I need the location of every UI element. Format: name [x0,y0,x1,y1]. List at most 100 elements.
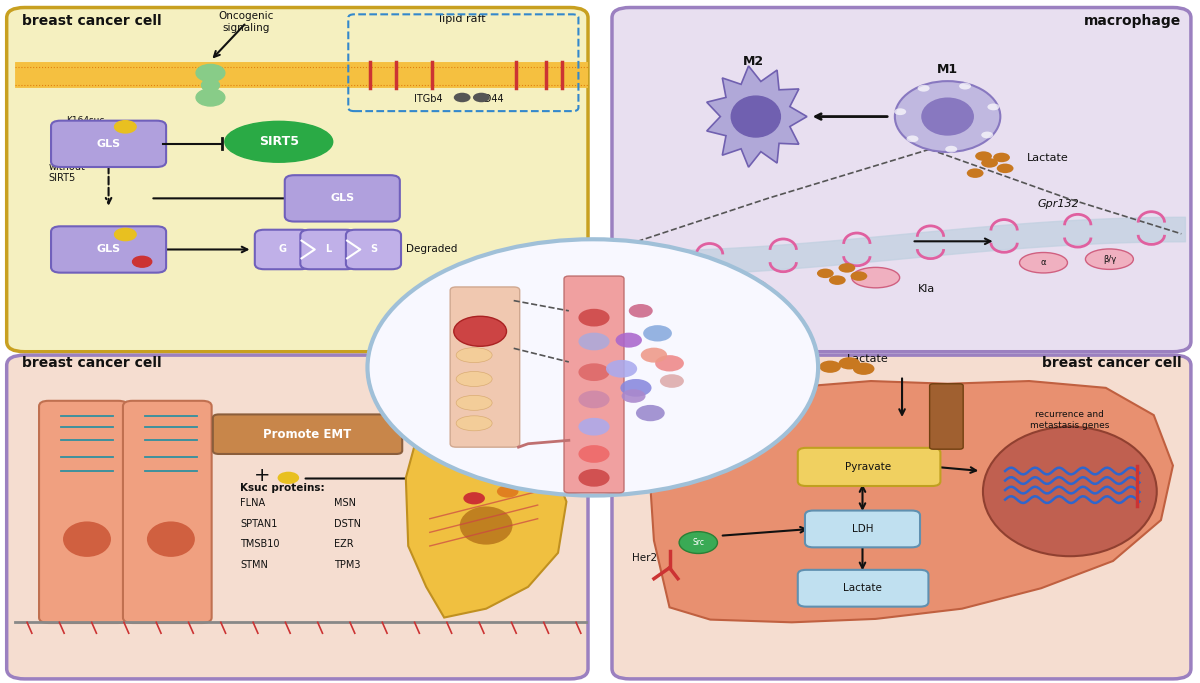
Text: FLNA: FLNA [240,499,265,508]
Text: breast cancer cell: breast cancer cell [1042,357,1181,370]
Circle shape [988,104,1000,111]
Text: macrophage: macrophage [1084,14,1181,27]
Text: S: S [370,245,377,255]
Text: CD44: CD44 [478,94,504,104]
Ellipse shape [1020,253,1068,273]
Text: Kla: Kla [918,284,935,294]
Circle shape [620,379,652,397]
Text: breast cancer cell: breast cancer cell [23,14,162,27]
FancyBboxPatch shape [346,229,401,269]
Ellipse shape [720,278,768,298]
Ellipse shape [456,348,492,363]
Circle shape [839,263,856,273]
FancyBboxPatch shape [16,62,588,88]
Circle shape [679,531,718,553]
Circle shape [946,145,958,152]
Circle shape [578,363,610,381]
Circle shape [967,169,984,178]
Ellipse shape [895,81,1001,152]
Text: TPM3: TPM3 [334,560,360,570]
FancyBboxPatch shape [930,384,964,449]
FancyBboxPatch shape [805,510,920,547]
Circle shape [502,451,523,464]
FancyBboxPatch shape [52,226,166,273]
Circle shape [578,333,610,350]
FancyBboxPatch shape [612,8,1190,352]
FancyBboxPatch shape [798,448,941,486]
Text: without
SIRT5: without SIRT5 [49,162,85,183]
Text: α: α [1040,258,1046,267]
Text: GLS: GLS [330,193,354,204]
Text: SIRT5: SIRT5 [259,135,299,148]
FancyBboxPatch shape [798,570,929,607]
Circle shape [660,374,684,388]
Ellipse shape [662,281,710,301]
Circle shape [829,275,846,285]
Circle shape [851,271,868,281]
Text: TMSB10: TMSB10 [240,540,280,549]
Circle shape [277,472,299,484]
Circle shape [894,109,906,115]
Ellipse shape [64,521,110,557]
Ellipse shape [852,267,900,288]
Circle shape [463,492,485,505]
Circle shape [622,389,646,403]
FancyBboxPatch shape [40,401,127,623]
Circle shape [643,325,672,342]
Circle shape [497,486,518,498]
Text: K164: K164 [314,178,337,186]
Text: recurrence and
metastasis genes: recurrence and metastasis genes [1030,410,1110,430]
Text: GLS: GLS [96,139,121,149]
Text: Her2: Her2 [632,553,658,563]
Circle shape [114,121,136,133]
Circle shape [578,445,610,463]
Circle shape [114,228,136,240]
Text: Lactate: Lactate [847,354,889,364]
Circle shape [578,309,610,326]
Text: Pyravate: Pyravate [846,462,892,472]
Circle shape [641,348,667,363]
Text: Promote EMT: Promote EMT [264,428,352,441]
Polygon shape [707,66,806,167]
FancyBboxPatch shape [564,276,624,493]
Circle shape [454,316,506,346]
Text: Oncogenic
signaling: Oncogenic signaling [218,11,274,33]
Ellipse shape [922,98,974,136]
Text: lipid raft: lipid raft [439,14,486,25]
Circle shape [976,152,992,161]
Ellipse shape [456,372,492,387]
Circle shape [475,436,497,448]
Text: breast cancer cell: breast cancer cell [23,357,162,370]
Text: SPTAN1: SPTAN1 [240,519,277,529]
Text: Lactate: Lactate [1027,153,1068,163]
FancyBboxPatch shape [52,121,166,167]
Ellipse shape [731,96,780,137]
Circle shape [959,83,971,89]
Circle shape [578,469,610,487]
Text: Degraded: Degraded [406,245,457,255]
Text: K164: K164 [67,229,90,238]
Text: Gpr132: Gpr132 [1038,199,1079,208]
Text: Lactate: Lactate [844,583,882,594]
Ellipse shape [196,64,224,81]
Text: MSN: MSN [334,499,356,508]
Text: M2: M2 [743,55,764,68]
Circle shape [906,135,918,142]
FancyBboxPatch shape [254,229,310,269]
FancyBboxPatch shape [212,415,402,454]
FancyBboxPatch shape [300,229,355,269]
FancyBboxPatch shape [7,8,588,352]
Polygon shape [650,381,1172,622]
Text: +: + [253,466,270,484]
Text: K158: K158 [331,208,354,217]
FancyBboxPatch shape [7,355,588,679]
Circle shape [982,158,998,168]
Text: EZR: EZR [334,540,354,549]
Circle shape [918,85,930,92]
Polygon shape [406,403,566,617]
Text: L: L [325,245,331,255]
Circle shape [454,93,470,102]
Ellipse shape [983,427,1157,556]
Ellipse shape [456,416,492,431]
Ellipse shape [1086,249,1133,269]
